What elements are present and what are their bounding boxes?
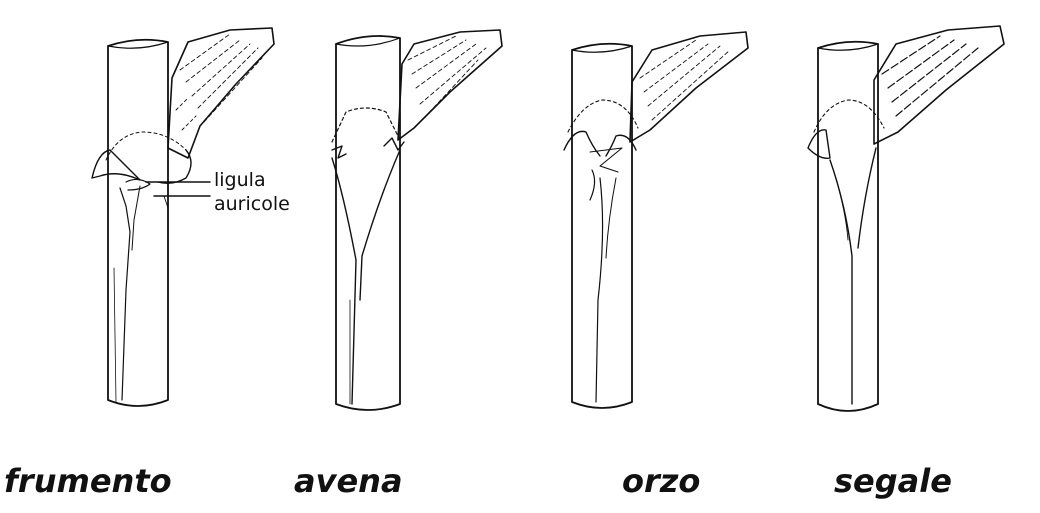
leaf-blade-avena — [397, 29, 503, 141]
caption-segale: segale — [834, 462, 952, 500]
leaf-blade-orzo — [629, 31, 749, 143]
leaf-blade-frumento — [167, 27, 275, 159]
stem-orzo — [563, 31, 749, 409]
stem-avena — [331, 29, 503, 411]
auricole-label: auricole — [214, 193, 290, 215]
caption-orzo: orzo — [622, 462, 701, 500]
caption-frumento: frumento — [4, 462, 172, 500]
stem-segale — [807, 25, 1005, 412]
caption-avena: avena — [294, 462, 403, 500]
ligula-label: ligula — [214, 169, 266, 191]
stem-frumento — [91, 27, 275, 407]
leaf-blade-segale — [873, 25, 1005, 145]
